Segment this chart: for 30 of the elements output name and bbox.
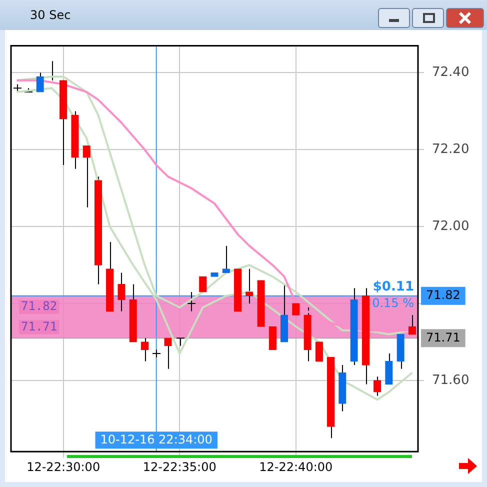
candlestick <box>164 338 172 370</box>
y-tick-label: 72.20 <box>432 142 470 158</box>
candlestick <box>222 245 230 274</box>
ref-line-label: 71.82 <box>21 298 58 313</box>
text: 71.82 <box>426 288 460 302</box>
ref-line-label: 71.71 <box>21 319 58 334</box>
annotation: $0.11 <box>372 280 414 295</box>
chart-title: 30 Sec <box>30 8 71 22</box>
x-tick-label: 12-22:30:00 <box>26 460 100 474</box>
candlestick <box>152 349 161 358</box>
y-tick-label: 72.40 <box>432 65 470 80</box>
text: 71.71 <box>426 330 460 344</box>
candlestick <box>36 72 44 92</box>
x-tick-label: 12-22:40:00 <box>259 460 333 474</box>
candlestick <box>246 268 254 304</box>
candlestick <box>140 338 149 362</box>
candlestick <box>176 338 185 346</box>
candlestick <box>199 276 207 292</box>
candlestick <box>118 272 126 312</box>
candlestick <box>187 291 196 312</box>
y-tick-label: 72.00 <box>432 218 470 234</box>
annotation: 0.15 % <box>372 296 414 310</box>
candlestick <box>315 342 323 362</box>
candlestick <box>385 353 393 385</box>
candlestick <box>408 314 416 335</box>
x-tick-label: 10-12-16 22:34:00 <box>100 432 212 447</box>
candlestick <box>82 145 90 208</box>
x-tick-label: 12-22:35:00 <box>142 460 216 474</box>
y-tick-label: 71.60 <box>432 372 470 388</box>
candlestick <box>268 326 276 350</box>
